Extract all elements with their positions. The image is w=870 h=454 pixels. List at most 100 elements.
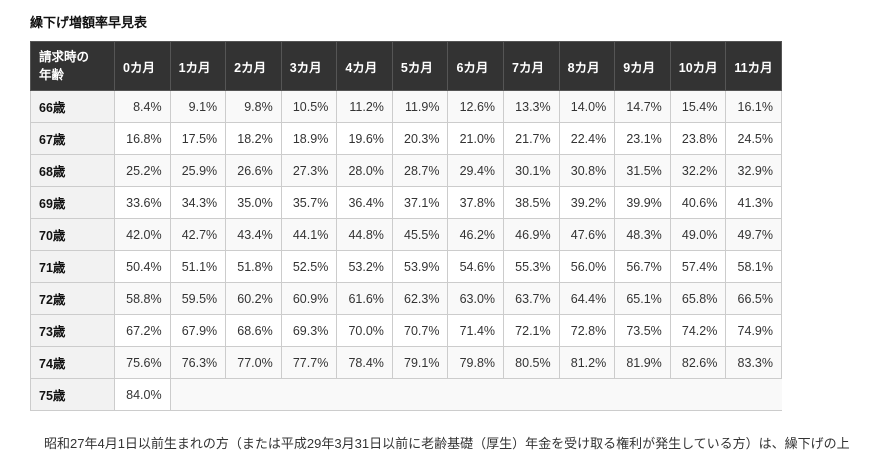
rate-cell: 51.1% — [169, 250, 227, 284]
rate-cell: 44.8% — [336, 218, 393, 252]
rate-cell: 56.0% — [558, 250, 616, 284]
rate-cell: 20.3% — [391, 122, 449, 156]
rate-cell: 45.5% — [391, 218, 449, 252]
rate-cell: 46.9% — [503, 218, 560, 252]
rate-cell: 56.7% — [614, 250, 671, 284]
rate-cell: 49.0% — [669, 218, 727, 252]
table-row: 73歳 67.2% 67.9% 68.6% 69.3% 70.0% 70.7% 71.4% 72… — [30, 314, 782, 348]
rate-cell: 76.3% — [169, 346, 227, 380]
rate-cell: 67.2% — [114, 314, 171, 348]
rate-cell: 13.3% — [503, 90, 560, 124]
rate-cell: 41.3% — [725, 186, 782, 220]
rate-cell: 62.3% — [391, 282, 449, 316]
rate-cell: 11.2% — [336, 90, 393, 124]
rate-cell: 67.9% — [169, 314, 227, 348]
empty-cell — [170, 378, 782, 412]
rate-cell: 42.7% — [169, 218, 227, 252]
rate-cell: 74.2% — [669, 314, 727, 348]
rate-cell: 21.0% — [447, 122, 505, 156]
rate-cell: 63.0% — [447, 282, 505, 316]
rate-cell: 53.9% — [391, 250, 449, 284]
rate-cell: 55.3% — [503, 250, 560, 284]
rate-cell: 78.4% — [336, 346, 393, 380]
table-row: 72歳 58.8% 59.5% 60.2% 60.9% 61.6% 62.3% 63.0% 63… — [30, 282, 782, 316]
rate-cell: 48.3% — [614, 218, 671, 252]
rate-cell: 58.8% — [114, 282, 171, 316]
rate-cell: 35.0% — [225, 186, 282, 220]
rate-cell: 9.1% — [169, 90, 227, 124]
rate-cell: 14.7% — [614, 90, 671, 124]
month-header-cell: 5カ月 — [391, 40, 449, 92]
rate-cell: 64.4% — [558, 282, 616, 316]
age-cell: 74歳 — [30, 346, 115, 380]
rate-cell: 51.8% — [225, 250, 282, 284]
rate-cell: 37.1% — [391, 186, 449, 220]
rate-cell: 30.8% — [558, 154, 616, 188]
rate-cell: 27.3% — [280, 154, 338, 188]
rate-cell: 28.7% — [391, 154, 449, 188]
rate-cell: 37.8% — [447, 186, 505, 220]
rate-cell: 71.4% — [447, 314, 505, 348]
month-header-cell: 10カ月 — [669, 40, 727, 92]
rate-cell: 28.0% — [336, 154, 393, 188]
age-cell: 68歳 — [30, 154, 115, 188]
table-row: 70歳 42.0% 42.7% 43.4% 44.1% 44.8% 45.5% 46.2% 46… — [30, 218, 782, 252]
rate-cell: 60.9% — [280, 282, 338, 316]
month-header-cell: 7カ月 — [503, 40, 560, 92]
table-row: 66歳 8.4% 9.1% 9.8% 10.5% 11.2% 11.9% 12.6% 13.3%… — [30, 90, 782, 124]
corner-header-line2: 年齢 — [39, 68, 65, 83]
rate-cell: 58.1% — [725, 250, 782, 284]
month-header-cell: 8カ月 — [558, 40, 616, 92]
rate-cell: 25.9% — [169, 154, 227, 188]
rate-cell: 66.5% — [725, 282, 782, 316]
rate-cell: 19.6% — [336, 122, 393, 156]
rate-cell: 69.3% — [280, 314, 338, 348]
rate-cell: 39.9% — [614, 186, 671, 220]
rate-cell: 16.8% — [114, 122, 171, 156]
rate-cell: 72.1% — [503, 314, 560, 348]
rate-cell: 83.3% — [725, 346, 782, 380]
rate-cell: 61.6% — [336, 282, 393, 316]
rate-cell: 15.4% — [669, 90, 727, 124]
rate-cell: 77.7% — [280, 346, 338, 380]
corner-header-line1: 請求時の — [39, 50, 90, 64]
rate-cell: 11.9% — [391, 90, 449, 124]
age-cell: 67歳 — [30, 122, 115, 156]
rate-cell: 46.2% — [447, 218, 505, 252]
rate-cell: 70.7% — [391, 314, 449, 348]
rate-cell: 32.9% — [725, 154, 782, 188]
month-header-cell: 0カ月 — [114, 40, 171, 92]
age-cell: 71歳 — [30, 250, 115, 284]
month-header-cell: 9カ月 — [614, 40, 671, 92]
rate-cell: 52.5% — [280, 250, 338, 284]
age-cell: 69歳 — [30, 186, 115, 220]
rate-cell: 68.6% — [225, 314, 282, 348]
rate-cell: 29.4% — [447, 154, 505, 188]
rate-cell: 77.0% — [225, 346, 282, 380]
rate-cell: 54.6% — [447, 250, 505, 284]
age-cell: 72歳 — [30, 282, 115, 316]
rate-cell: 59.5% — [169, 282, 227, 316]
rate-cell: 18.2% — [225, 122, 282, 156]
rate-cell: 60.2% — [225, 282, 282, 316]
footer-note: 昭和27年4月1日以前生まれの方（または平成29年3月31日以前に老齢基礎（厚生… — [44, 436, 850, 452]
rate-cell: 23.1% — [614, 122, 671, 156]
rate-table: 請求時の 年齢 0カ月 1カ月 2カ月 3カ月 4カ月 5カ月 6カ月 7カ月 8カ月 9カ月 10… — [30, 40, 782, 412]
rate-cell: 63.7% — [503, 282, 560, 316]
month-header-cell: 4カ月 — [336, 40, 393, 92]
rate-table-header: 請求時の 年齢 0カ月 1カ月 2カ月 3カ月 4カ月 5カ月 6カ月 7カ月 8カ月 9カ月 10… — [30, 40, 782, 92]
table-row: 69歳 33.6% 34.3% 35.0% 35.7% 36.4% 37.1% 37.8% 38… — [30, 186, 782, 220]
rate-cell: 75.6% — [114, 346, 171, 380]
table-row: 75歳 84.0% — [30, 378, 782, 412]
rate-cell: 23.8% — [669, 122, 727, 156]
rate-cell: 47.6% — [558, 218, 616, 252]
rate-cell: 42.0% — [114, 218, 171, 252]
month-header-cell: 2カ月 — [225, 40, 282, 92]
rate-cell: 70.0% — [336, 314, 393, 348]
rate-cell: 34.3% — [169, 186, 227, 220]
rate-table-body: 66歳 8.4% 9.1% 9.8% 10.5% 11.2% 11.9% 12.6% 13.3%… — [30, 90, 782, 412]
rate-cell: 17.5% — [169, 122, 227, 156]
age-cell: 75歳 — [30, 378, 115, 412]
table-row: 67歳 16.8% 17.5% 18.2% 18.9% 19.6% 20.3% 21.0% 21… — [30, 122, 782, 156]
